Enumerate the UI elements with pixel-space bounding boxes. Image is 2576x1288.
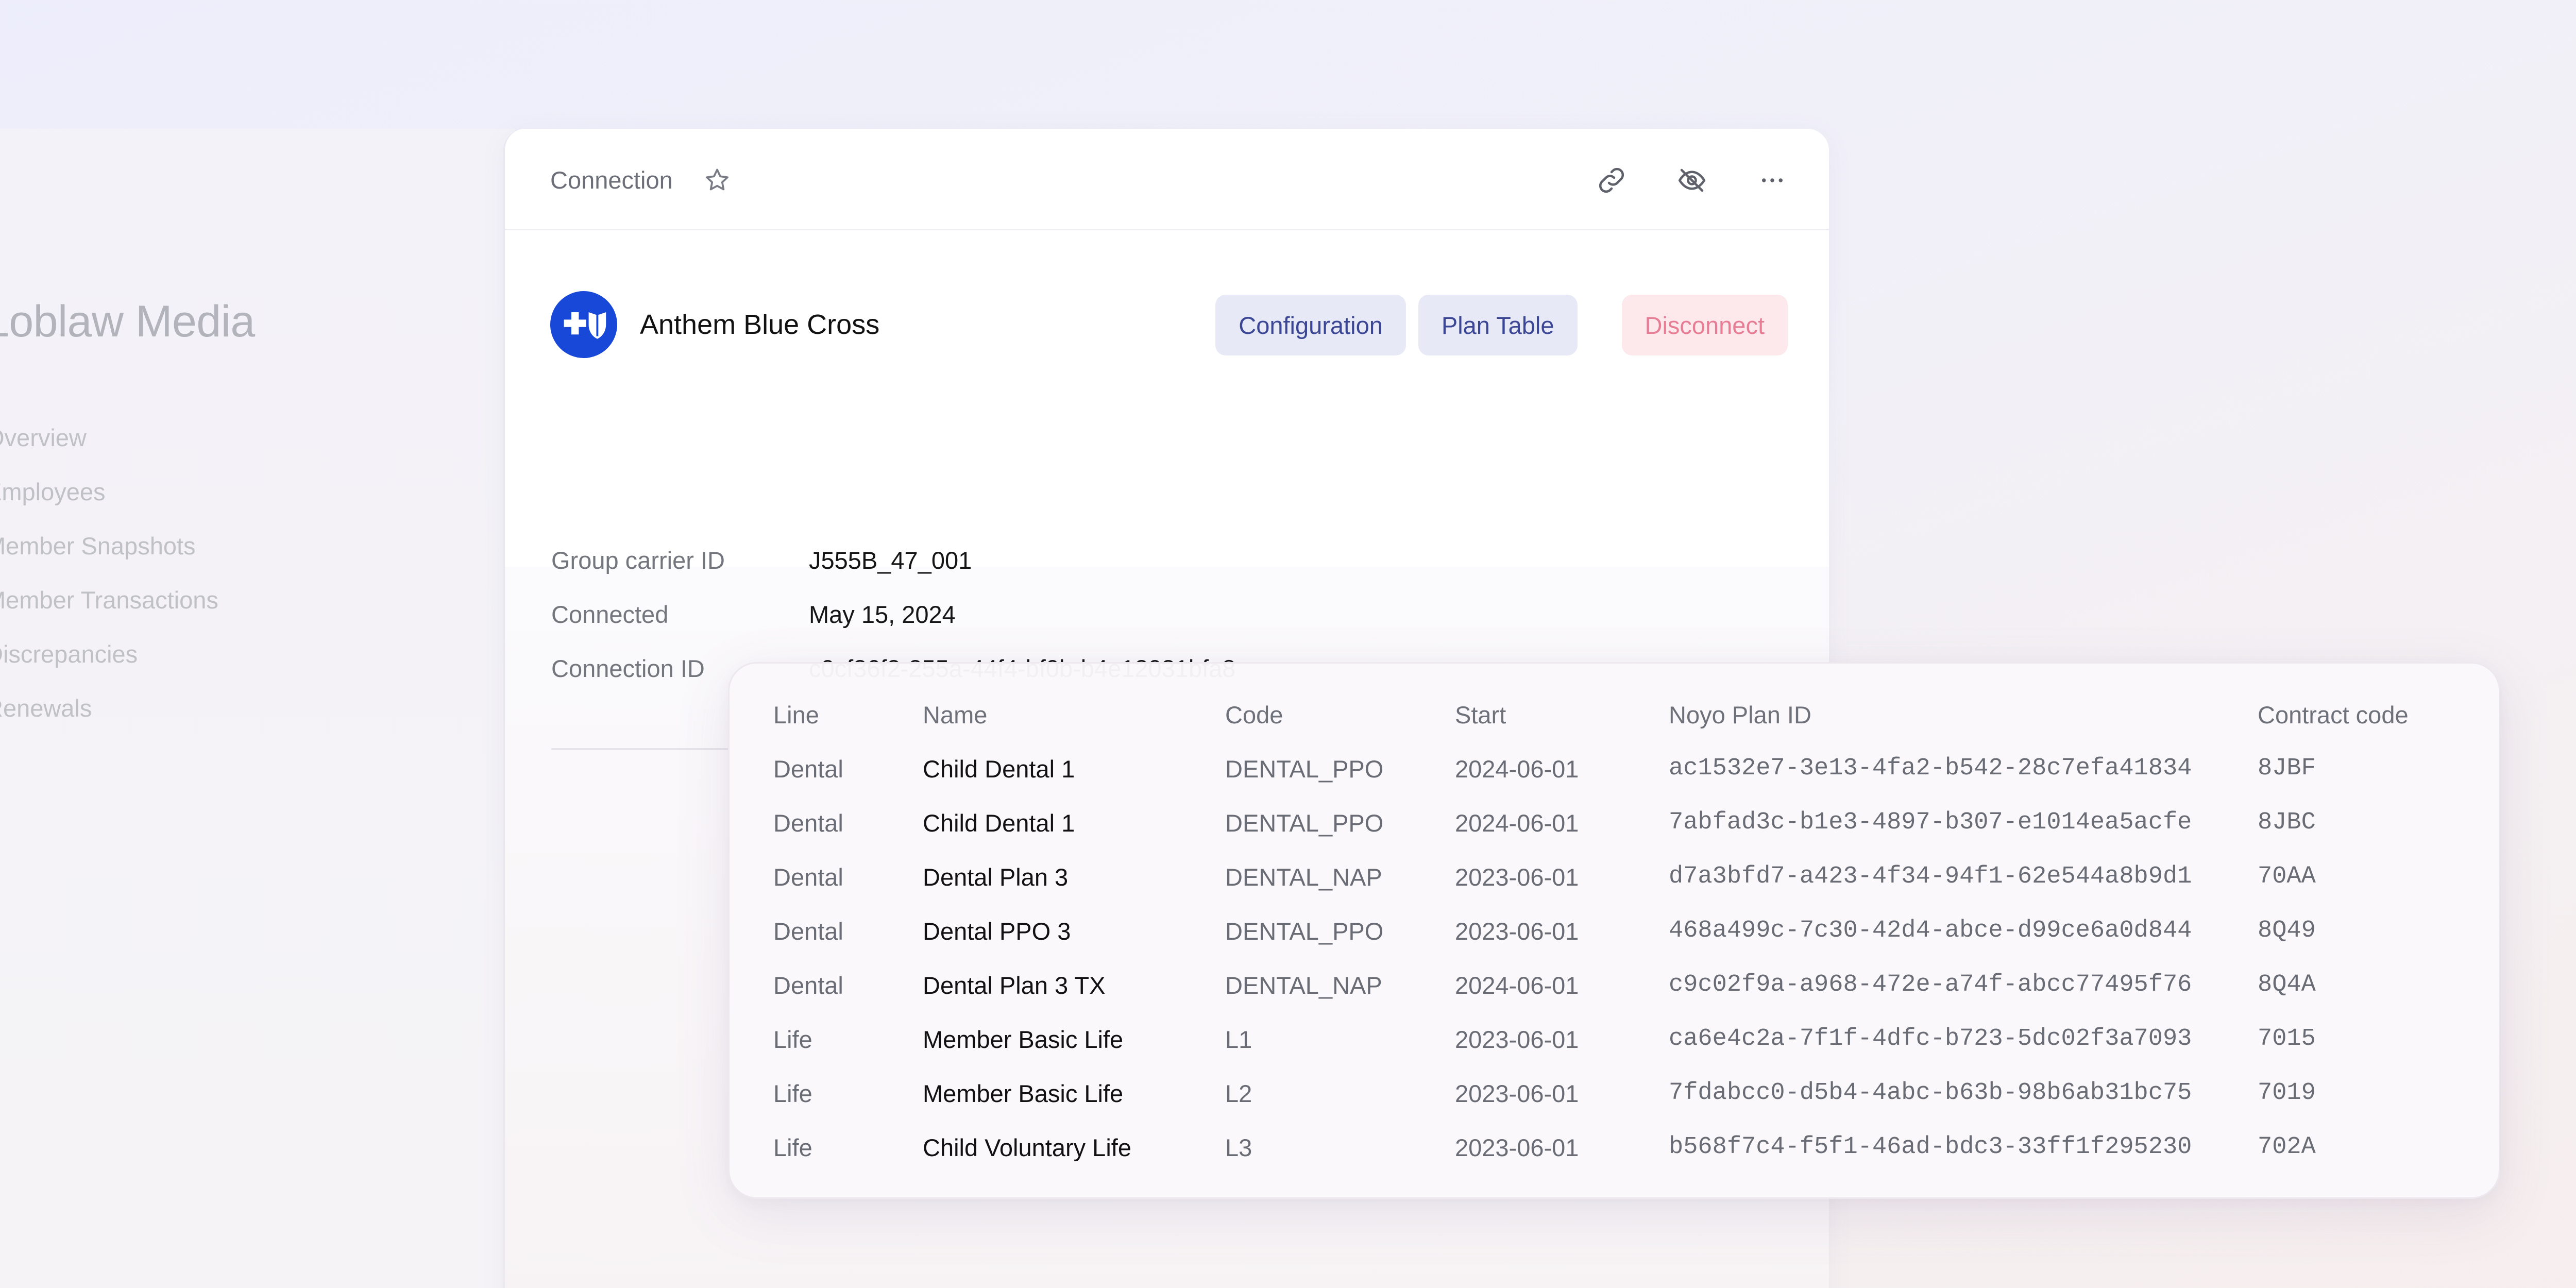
cell-line: Life bbox=[773, 1134, 812, 1161]
cell-plan-id: ac1532e7-3e13-4fa2-b542-28c7efa41834 bbox=[1669, 755, 2192, 782]
cell-line: Dental bbox=[773, 809, 843, 837]
cell-plan-id: 468a499c-7c30-42d4-abce-d99ce6a0d844 bbox=[1669, 917, 2192, 944]
cell-start: 2023-06-01 bbox=[1455, 1026, 1579, 1053]
cell-start: 2023-06-01 bbox=[1455, 918, 1579, 945]
cell-name: Child Dental 1 bbox=[923, 809, 1075, 837]
app-background bbox=[0, 129, 515, 1288]
column-header-name[interactable]: Name bbox=[923, 701, 988, 728]
cell-name: Child Voluntary Life bbox=[923, 1134, 1131, 1161]
panel-header: Connection bbox=[505, 129, 1829, 230]
detail-label: Group carrier ID bbox=[551, 547, 725, 574]
column-header-noyo-plan-id[interactable]: Noyo Plan ID bbox=[1669, 701, 1811, 728]
table-row[interactable]: Dental Child Dental 1 DENTAL_PPO 2024-06… bbox=[773, 755, 2464, 809]
table-row[interactable]: Dental Child Dental 1 DENTAL_PPO 2024-06… bbox=[773, 809, 2464, 863]
cell-line: Dental bbox=[773, 755, 843, 783]
cell-contract-code: 702A bbox=[2258, 1133, 2316, 1161]
cell-name: Dental Plan 3 bbox=[923, 863, 1069, 891]
table-row[interactable]: Dental Dental Plan 3 TX DENTAL_NAP 2024-… bbox=[773, 971, 2464, 1025]
table-row[interactable]: Life Member Basic Life L2 2023-06-01 7fd… bbox=[773, 1079, 2464, 1133]
cell-line: Life bbox=[773, 1026, 812, 1053]
more-horizontal-icon[interactable] bbox=[1747, 155, 1798, 206]
cell-line: Dental bbox=[773, 918, 843, 945]
cell-code: DENTAL_NAP bbox=[1225, 863, 1382, 891]
eye-off-icon[interactable] bbox=[1666, 155, 1718, 206]
cell-name: Dental PPO 3 bbox=[923, 918, 1071, 945]
cell-start: 2024-06-01 bbox=[1455, 809, 1579, 837]
detail-label: Connection ID bbox=[551, 655, 705, 682]
table-row[interactable]: Dental Dental Plan 3 DENTAL_NAP 2023-06-… bbox=[773, 863, 2464, 917]
connection-actions: Configuration Plan Table Disconnect bbox=[1215, 295, 1788, 355]
cell-start: 2023-06-01 bbox=[1455, 863, 1579, 891]
cell-start: 2023-06-01 bbox=[1455, 1134, 1579, 1161]
cell-name: Member Basic Life bbox=[923, 1080, 1124, 1107]
configuration-button[interactable]: Configuration bbox=[1215, 295, 1406, 355]
cell-code: DENTAL_NAP bbox=[1225, 972, 1382, 999]
table-header-row: Line Name Code Start Noyo Plan ID Contra… bbox=[773, 701, 2464, 755]
link-icon[interactable] bbox=[1586, 155, 1637, 206]
plan-table: Line Name Code Start Noyo Plan ID Contra… bbox=[773, 701, 2464, 1188]
column-header-line[interactable]: Line bbox=[773, 701, 819, 728]
column-header-contract-code[interactable]: Contract code bbox=[2258, 701, 2409, 728]
cell-code: L3 bbox=[1225, 1134, 1252, 1161]
cell-plan-id: c9c02f9a-a968-472e-a74f-abcc77495f76 bbox=[1669, 971, 2192, 998]
detail-value: J555B_47_001 bbox=[809, 547, 972, 574]
detail-value: May 15, 2024 bbox=[809, 601, 956, 628]
cell-start: 2023-06-01 bbox=[1455, 1080, 1579, 1107]
carrier-logo-icon bbox=[550, 291, 617, 358]
cell-line: Dental bbox=[773, 863, 843, 891]
cell-contract-code: 8Q49 bbox=[2258, 917, 2316, 944]
header-actions bbox=[1586, 155, 1798, 206]
sidebar-item-discrepancies[interactable]: Discrepancies bbox=[0, 640, 138, 668]
sidebar-item-employees[interactable]: Employees bbox=[0, 478, 106, 505]
cell-plan-id: b568f7c4-f5f1-46ad-bdc3-33ff1f295230 bbox=[1669, 1133, 2192, 1161]
cell-code: DENTAL_PPO bbox=[1225, 918, 1384, 945]
carrier-name: Anthem Blue Cross bbox=[640, 309, 880, 340]
plan-table-card: Line Name Code Start Noyo Plan ID Contra… bbox=[728, 662, 2500, 1199]
detail-row-group-carrier-id: Group carrier ID J555B_47_001 bbox=[551, 546, 1235, 600]
cell-contract-code: 7015 bbox=[2258, 1025, 2316, 1053]
cell-code: L2 bbox=[1225, 1080, 1252, 1107]
cell-contract-code: 8JBC bbox=[2258, 809, 2316, 836]
detail-row-connected: Connected May 15, 2024 bbox=[551, 600, 1235, 654]
org-name: Loblaw Media bbox=[0, 297, 255, 346]
cell-contract-code: 70AA bbox=[2258, 863, 2316, 890]
cell-plan-id: 7fdabcc0-d5b4-4abc-b63b-98b6ab31bc75 bbox=[1669, 1079, 2192, 1107]
carrier-row: Anthem Blue Cross bbox=[550, 291, 879, 358]
table-row[interactable]: Life Child Voluntary Life L3 2023-06-01 … bbox=[773, 1133, 2464, 1188]
column-header-start[interactable]: Start bbox=[1455, 701, 1506, 728]
cell-line: Dental bbox=[773, 972, 843, 999]
cell-start: 2024-06-01 bbox=[1455, 755, 1579, 783]
cell-contract-code: 7019 bbox=[2258, 1079, 2316, 1107]
cell-name: Dental Plan 3 TX bbox=[923, 972, 1106, 999]
cell-start: 2024-06-01 bbox=[1455, 972, 1579, 999]
sidebar-item-overview[interactable]: Overview bbox=[0, 424, 87, 451]
cell-code: L1 bbox=[1225, 1026, 1252, 1053]
disconnect-button[interactable]: Disconnect bbox=[1621, 295, 1788, 355]
sidebar-item-member-transactions[interactable]: Member Transactions bbox=[0, 586, 218, 614]
cell-contract-code: 8Q4A bbox=[2258, 971, 2316, 998]
cell-name: Child Dental 1 bbox=[923, 755, 1075, 783]
plan-table-button[interactable]: Plan Table bbox=[1418, 295, 1578, 355]
detail-label: Connected bbox=[551, 601, 669, 628]
cell-plan-id: d7a3bfd7-a423-4f34-94f1-62e544a8b9d1 bbox=[1669, 863, 2192, 890]
cell-name: Member Basic Life bbox=[923, 1026, 1124, 1053]
cell-plan-id: ca6e4c2a-7f1f-4dfc-b723-5dc02f3a7093 bbox=[1669, 1025, 2192, 1053]
cell-contract-code: 8JBF bbox=[2258, 755, 2316, 782]
table-row[interactable]: Dental Dental PPO 3 DENTAL_PPO 2023-06-0… bbox=[773, 917, 2464, 971]
table-row[interactable]: Life Member Basic Life L1 2023-06-01 ca6… bbox=[773, 1025, 2464, 1079]
column-header-code[interactable]: Code bbox=[1225, 701, 1283, 728]
sidebar-nav: Overview Employees Member Snapshots Memb… bbox=[0, 422, 218, 747]
cell-code: DENTAL_PPO bbox=[1225, 809, 1384, 837]
star-icon[interactable] bbox=[691, 155, 743, 206]
cell-plan-id: 7abfad3c-b1e3-4897-b307-e1014ea5acfe bbox=[1669, 809, 2192, 836]
breadcrumb: Connection bbox=[550, 166, 673, 194]
cell-line: Life bbox=[773, 1080, 812, 1107]
sidebar-item-renewals[interactable]: Renewals bbox=[0, 694, 92, 722]
cell-code: DENTAL_PPO bbox=[1225, 755, 1384, 783]
sidebar-item-member-snapshots[interactable]: Member Snapshots bbox=[0, 532, 196, 560]
